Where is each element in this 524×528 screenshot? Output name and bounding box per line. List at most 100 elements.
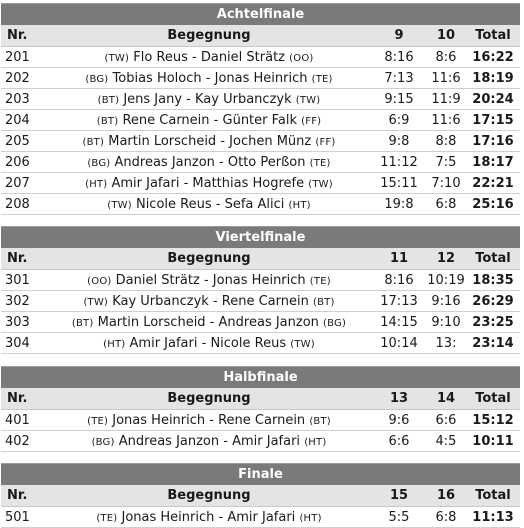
set1-score: 11:12 xyxy=(372,151,426,173)
club-code-away: (FF) xyxy=(315,136,336,148)
column-header-nr: Nr. xyxy=(1,248,46,270)
match-number: 402 xyxy=(1,430,46,452)
column-header-total: Total xyxy=(466,388,520,410)
round-title: Achtelfinale xyxy=(1,3,520,25)
club-code-home: (BT) xyxy=(97,94,120,106)
versus-separator: - xyxy=(214,509,228,525)
match-row: 205 (BT) Martin Lorscheid - Jochen Münz (… xyxy=(1,130,520,152)
club-code-home: (BT) xyxy=(71,317,94,329)
match-pairing: (BT) Martin Lorscheid - Jochen Münz (FF) xyxy=(46,130,372,152)
set2-score: 11:6 xyxy=(426,67,466,89)
versus-separator: - xyxy=(216,133,230,149)
total-score: 18:19 xyxy=(466,67,520,89)
results-table: Nr. Begegnung 13 14 Total 401 (TE) Jonas Heinr… xyxy=(1,388,520,452)
club-code-home: (TW) xyxy=(104,52,130,64)
versus-separator: - xyxy=(219,433,233,449)
round-section: Halbfinale Nr. Begegnung 13 14 Total 401 (TE) J… xyxy=(1,366,520,452)
player-away: Amir Jafari xyxy=(227,509,296,525)
club-code-home: (BT) xyxy=(96,115,119,127)
club-code-away: (HT) xyxy=(299,512,322,524)
club-code-home: (TE) xyxy=(96,512,118,524)
player-away: Rene Carnein xyxy=(221,293,309,309)
versus-separator: - xyxy=(205,412,219,428)
player-home: Flo Reus xyxy=(133,49,188,65)
column-header-nr: Nr. xyxy=(1,485,46,507)
column-header-row: Nr. Begegnung 15 16 Total xyxy=(1,485,520,507)
round-title: Halbfinale xyxy=(1,366,520,388)
match-row: 302 (TW) Kay Urbanczyk - Rene Carnein (BT… xyxy=(1,290,520,312)
match-number: 501 xyxy=(1,506,46,528)
player-home: Jens Jany xyxy=(123,91,183,107)
match-row: 208 (TW) Nicole Reus - Sefa Alici (HT) 19:… xyxy=(1,193,520,215)
column-header-match: Begegnung xyxy=(46,25,372,47)
player-home: Daniel Strätz xyxy=(115,272,200,288)
set2-score: 11:9 xyxy=(426,88,466,110)
set1-score: 15:11 xyxy=(372,172,426,194)
match-number: 304 xyxy=(1,332,46,354)
set2-score: 6:8 xyxy=(426,506,466,528)
club-code-home: (TE) xyxy=(87,415,109,427)
set1-score: 8:16 xyxy=(372,269,426,291)
match-pairing: (BG) Andreas Janzon - Otto Perßon (TE) xyxy=(46,151,372,173)
match-row: 201 (TW) Flo Reus - Daniel Strätz (OO) 8:1… xyxy=(1,46,520,68)
club-code-away: (BT) xyxy=(309,415,331,427)
set2-score: 9:10 xyxy=(426,311,466,333)
player-away: Kay Urbanczyk xyxy=(195,91,292,107)
set1-score: 17:13 xyxy=(372,290,426,312)
player-home: Martin Lorscheid xyxy=(97,314,206,330)
club-code-away: (OO) xyxy=(289,52,314,64)
match-number: 202 xyxy=(1,67,46,89)
total-score: 10:11 xyxy=(466,430,520,452)
club-code-away: (HT) xyxy=(304,436,327,448)
set1-score: 14:15 xyxy=(372,311,426,333)
match-row: 303 (BT) Martin Lorscheid - Andreas Janzo… xyxy=(1,311,520,333)
match-row: 304 (HT) Amir Jafari - Nicole Reus (TW) 10… xyxy=(1,332,520,354)
match-row: 501 (TE) Jonas Heinrich - Amir Jafari (HT… xyxy=(1,506,520,528)
player-away: Daniel Strätz xyxy=(200,49,285,65)
player-away: Amir Jafari xyxy=(232,433,301,449)
total-score: 17:15 xyxy=(466,109,520,131)
set2-score: 7:10 xyxy=(426,172,466,194)
versus-separator: - xyxy=(208,293,222,309)
match-row: 401 (TE) Jonas Heinrich - Rene Carnein (B… xyxy=(1,409,520,431)
player-home: Amir Jafari xyxy=(129,335,198,351)
match-number: 207 xyxy=(1,172,46,194)
column-header-set1: 11 xyxy=(372,248,426,270)
column-header-set1: 15 xyxy=(372,485,426,507)
match-row: 207 (HT) Amir Jafari - Matthias Hogrefe (… xyxy=(1,172,520,194)
column-header-nr: Nr. xyxy=(1,25,46,47)
set1-score: 7:13 xyxy=(372,67,426,89)
club-code-away: (BT) xyxy=(312,296,335,308)
club-code-away: (HT) xyxy=(288,199,311,211)
club-code-home: (OO) xyxy=(87,275,112,287)
match-row: 204 (BT) Rene Carnein - Günter Falk (FF) 6… xyxy=(1,109,520,131)
set1-score: 6:9 xyxy=(372,109,426,131)
column-header-match: Begegnung xyxy=(46,485,372,507)
player-away: Jonas Heinrich xyxy=(212,272,306,288)
club-code-home: (BG) xyxy=(87,157,111,169)
club-code-away: (TE) xyxy=(311,73,333,85)
column-header-total: Total xyxy=(466,248,520,270)
club-code-away: (TW) xyxy=(295,94,321,106)
total-score: 23:25 xyxy=(466,311,520,333)
versus-separator: - xyxy=(205,314,219,330)
results-table: Nr. Begegnung 15 16 Total 501 (TE) Jonas Heinr… xyxy=(1,485,520,528)
column-header-row: Nr. Begegnung 9 10 Total xyxy=(1,25,520,47)
set2-score: 9:16 xyxy=(426,290,466,312)
match-number: 301 xyxy=(1,269,46,291)
versus-separator: - xyxy=(187,49,201,65)
set2-score: 8:8 xyxy=(426,130,466,152)
club-code-home: (TW) xyxy=(83,296,109,308)
set2-score: 13: xyxy=(426,332,466,354)
match-number: 201 xyxy=(1,46,46,68)
player-away: Sefa Alici xyxy=(224,196,285,212)
total-score: 22:21 xyxy=(466,172,520,194)
set1-score: 19:8 xyxy=(372,193,426,215)
match-pairing: (TE) Jonas Heinrich - Rene Carnein (BT) xyxy=(46,409,372,431)
set2-score: 7:5 xyxy=(426,151,466,173)
match-number: 401 xyxy=(1,409,46,431)
match-pairing: (BT) Rene Carnein - Günter Falk (FF) xyxy=(46,109,372,131)
set1-score: 9:6 xyxy=(372,409,426,431)
club-code-away: (TW) xyxy=(290,338,315,350)
match-pairing: (BT) Martin Lorscheid - Andreas Janzon (… xyxy=(46,311,372,333)
